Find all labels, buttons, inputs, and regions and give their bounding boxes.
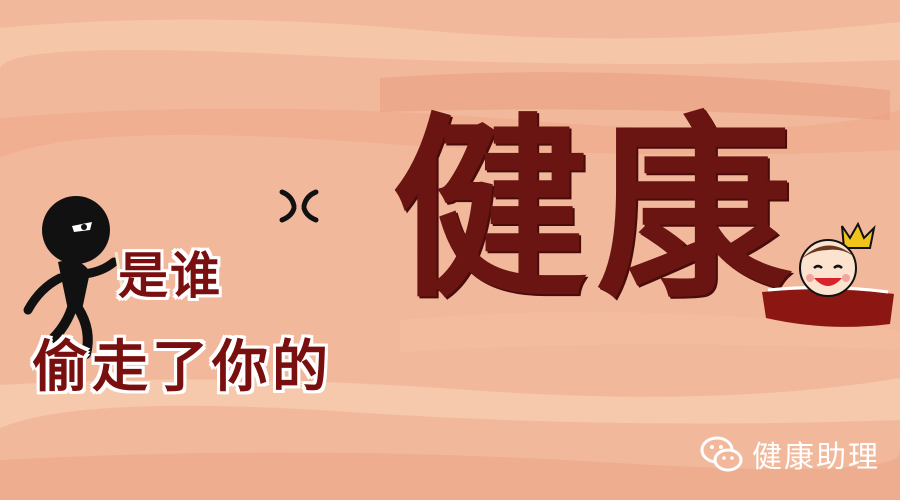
thief-figure-icon [23,196,124,359]
cartoon-girl-icon [762,221,894,327]
watermark: 健康助理 [700,432,880,476]
headline-line-1: 是谁 [118,247,222,305]
watermark-text: 健康助理 [752,440,880,475]
big-title: 健康 [392,95,801,325]
wechat-icon [700,436,743,472]
anger-mark-icon [279,189,319,223]
headline-line-2: 偷走了你的 [32,335,332,400]
